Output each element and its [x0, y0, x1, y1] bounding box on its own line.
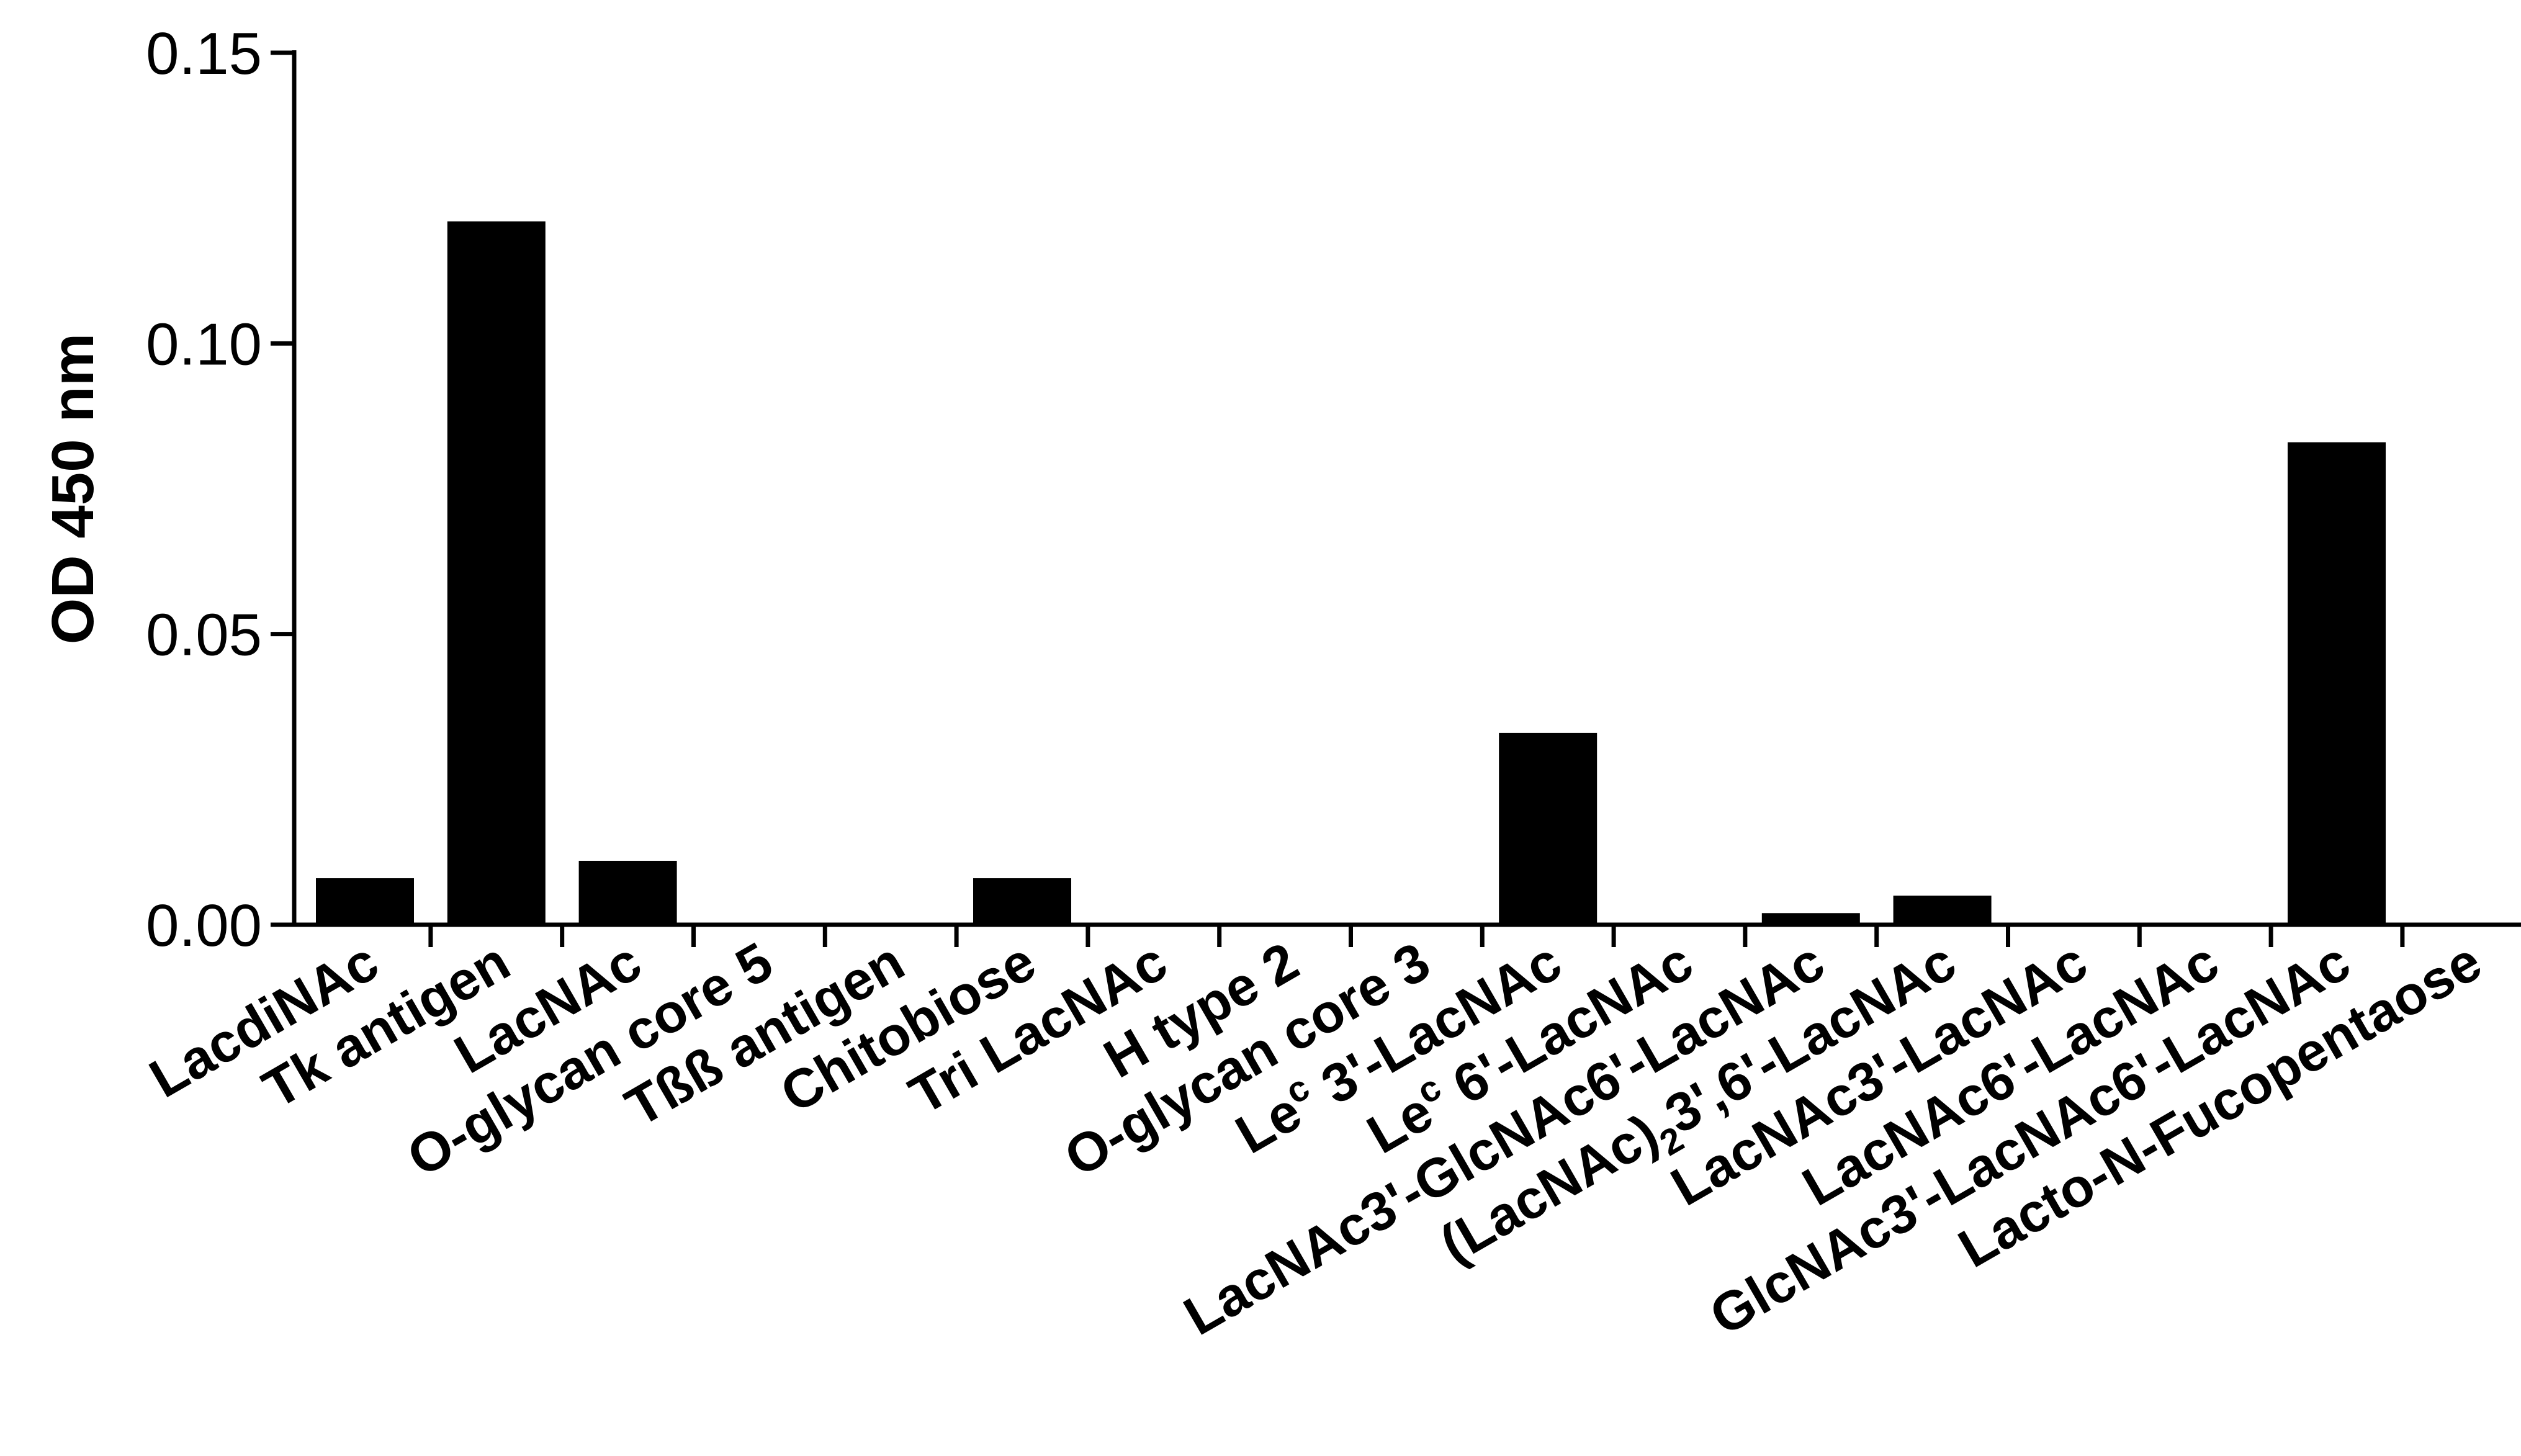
bar: [1761, 913, 1860, 925]
y-tick-label: 0.00: [146, 892, 262, 959]
bar: [973, 878, 1071, 925]
bar: [2288, 442, 2386, 925]
y-tick-label: 0.10: [146, 311, 262, 377]
bars: [316, 221, 2386, 925]
bar: [316, 878, 414, 925]
bar: [447, 221, 546, 925]
y-axis-title: OD 450 nm: [40, 333, 106, 645]
y-tick-label: 0.15: [146, 20, 262, 87]
bar: [1893, 896, 1992, 925]
y-axis: 0.00 0.05 0.10 0.15: [146, 20, 297, 959]
bar: [578, 860, 677, 925]
y-tick-label: 0.05: [146, 602, 262, 668]
bar: [1499, 732, 1598, 925]
